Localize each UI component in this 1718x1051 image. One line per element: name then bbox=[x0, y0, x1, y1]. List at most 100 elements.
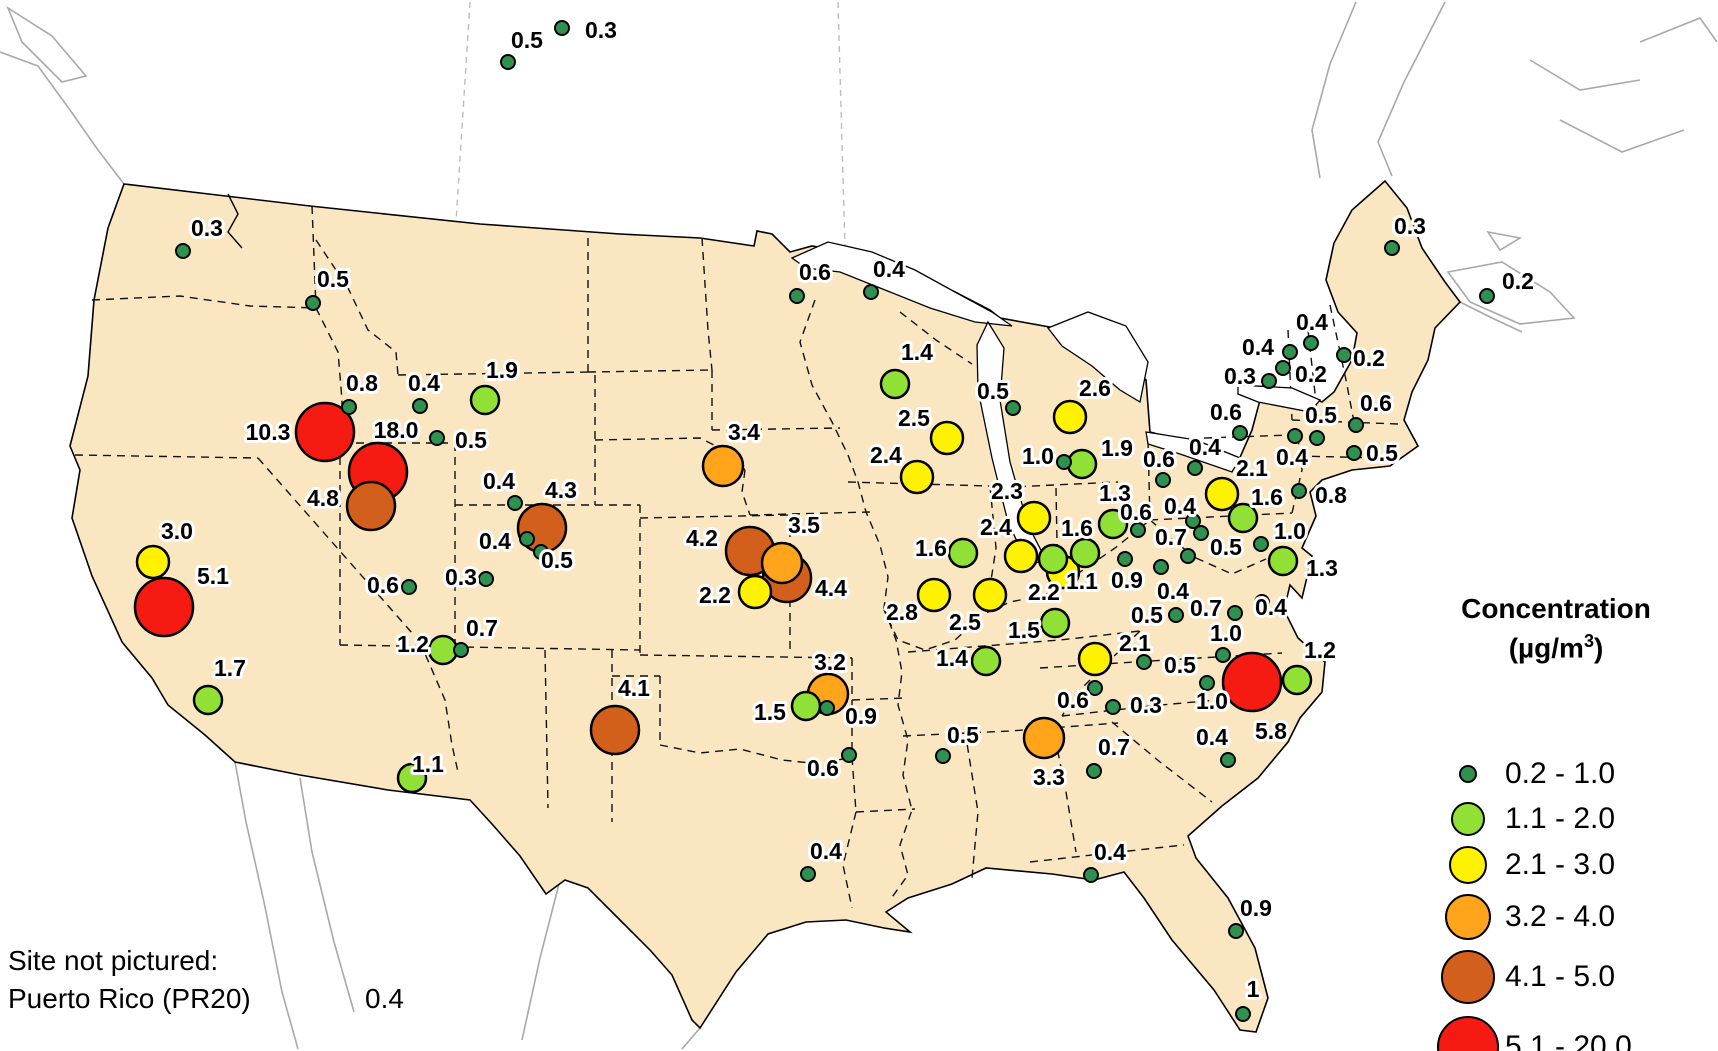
site-marker bbox=[737, 574, 773, 610]
site-value-label: 4.8 bbox=[307, 485, 339, 511]
state-border-line bbox=[315, 239, 399, 376]
site-value-label: 0.4 bbox=[1276, 444, 1308, 470]
site-marker bbox=[1253, 536, 1269, 552]
legend: Concentration (µg/m3) 0.2 - 1.0 1.1 - 2.0… bbox=[1400, 592, 1712, 1051]
site-value-label: 0.3 bbox=[1224, 363, 1256, 389]
state-border-line bbox=[1329, 304, 1355, 423]
site-marker bbox=[429, 430, 445, 446]
site-value-label: 3.2 bbox=[814, 649, 846, 675]
site-value-label: 2.4 bbox=[870, 442, 902, 468]
state-border-line bbox=[741, 469, 751, 516]
site-marker bbox=[1130, 522, 1146, 538]
site-marker bbox=[1087, 680, 1103, 696]
site-marker bbox=[1016, 500, 1052, 536]
site-marker bbox=[1136, 654, 1152, 670]
site-value-label: 0.9 bbox=[845, 703, 877, 729]
site-marker bbox=[1153, 559, 1169, 575]
site-marker bbox=[1384, 240, 1400, 256]
site-marker bbox=[1005, 400, 1021, 416]
state-border-line bbox=[987, 485, 997, 601]
site-value-label: 1.4 bbox=[936, 645, 968, 671]
site-value-label: 2.2 bbox=[1028, 579, 1060, 605]
site-value-label: 0.3 bbox=[191, 215, 223, 241]
site-marker bbox=[554, 20, 570, 36]
site-value-label: 0.7 bbox=[1098, 734, 1130, 760]
site-value-label: 1.7 bbox=[214, 655, 246, 681]
site-marker bbox=[863, 284, 879, 300]
site-value-label: 0.6 bbox=[799, 259, 831, 285]
site-marker bbox=[841, 747, 857, 763]
site-value-label: 0.7 bbox=[466, 615, 498, 641]
state-border-line bbox=[1291, 437, 1303, 514]
site-value-label: 0.6 bbox=[1057, 687, 1089, 713]
site-value-label: 0.7 bbox=[1190, 595, 1222, 621]
site-value-label: 1.6 bbox=[915, 535, 947, 561]
site-marker bbox=[701, 444, 745, 488]
site-value-label: 1.9 bbox=[1101, 435, 1133, 461]
site-value-label: 0.2 bbox=[1502, 268, 1534, 294]
state-border-line bbox=[711, 427, 841, 431]
site-marker bbox=[1275, 360, 1291, 376]
site-value-label: 0.5 bbox=[541, 547, 573, 573]
site-marker bbox=[427, 634, 459, 666]
site-marker bbox=[1281, 664, 1313, 696]
site-value-label: 2.2 bbox=[699, 582, 731, 608]
state-border-line bbox=[587, 369, 713, 373]
site-marker bbox=[1232, 425, 1248, 441]
site-value-label: 0.4 bbox=[1242, 334, 1274, 360]
site-marker bbox=[1235, 1006, 1251, 1022]
site-marker bbox=[1105, 699, 1121, 715]
site-marker bbox=[916, 577, 952, 613]
site-marker bbox=[935, 748, 951, 764]
site-value-label: 1.4 bbox=[901, 339, 933, 365]
site-value-label: 18.0 bbox=[374, 417, 419, 443]
site-value-label: 4.3 bbox=[545, 477, 577, 503]
site-marker bbox=[1227, 605, 1243, 621]
state-border-line bbox=[544, 649, 549, 809]
site-marker bbox=[519, 531, 535, 547]
state-border-line bbox=[1061, 630, 1141, 717]
site-value-label: 2.3 bbox=[991, 478, 1023, 504]
site-value-label: 1.0 bbox=[1196, 688, 1228, 714]
site-value-label: 0.5 bbox=[1210, 534, 1242, 560]
site-value-label: 0.5 bbox=[1366, 440, 1398, 466]
site-marker bbox=[341, 399, 357, 415]
site-marker bbox=[899, 459, 935, 495]
site-value-label: 0.5 bbox=[1131, 602, 1163, 628]
us-landmass bbox=[69, 179, 1462, 1033]
footnote-line1: Site not pictured: bbox=[8, 945, 219, 976]
site-labels-layer: 0.5 0.30.30.50.8 0.410.3 18.04.80.51.93.05.… bbox=[158, 14, 1537, 1005]
site-marker bbox=[175, 243, 191, 259]
state-border-line bbox=[847, 454, 889, 609]
state-border-line bbox=[799, 299, 849, 456]
site-marker bbox=[1180, 548, 1196, 564]
site-value-label: 2.4 bbox=[980, 514, 1012, 540]
state-border-line bbox=[397, 371, 591, 376]
site-marker bbox=[1066, 448, 1098, 480]
state-borders bbox=[74, 205, 1399, 909]
site-marker bbox=[507, 495, 523, 511]
site-marker bbox=[192, 684, 224, 716]
legend-rows: 0.2 - 1.0 1.1 - 2.0 2.1 - 3.0 3.2 - 4.0 4.1 … bbox=[1400, 664, 1712, 1051]
footnote: Site not pictured: Puerto Rico (PR20) 0.… bbox=[8, 942, 508, 1018]
site-marker bbox=[947, 537, 979, 569]
site-marker bbox=[396, 762, 428, 794]
legend-title: Concentration (µg/m3) bbox=[1461, 593, 1651, 664]
site-marker bbox=[305, 295, 321, 311]
site-marker bbox=[1056, 454, 1072, 470]
site-marker bbox=[1052, 399, 1088, 435]
state-border-line bbox=[91, 295, 319, 309]
state-border-line bbox=[639, 514, 791, 519]
site-value-label: 0.6 bbox=[1120, 499, 1152, 525]
site-marker bbox=[1479, 288, 1495, 304]
site-value-label: 0.4 bbox=[408, 370, 440, 396]
site-value-label: 1.0 bbox=[1022, 443, 1054, 469]
site-value-label: 0.8 bbox=[346, 370, 378, 396]
site-marker bbox=[1282, 344, 1298, 360]
site-marker bbox=[789, 288, 805, 304]
state-border-line bbox=[1297, 455, 1383, 459]
site-marker bbox=[412, 398, 428, 414]
site-value-label: 0.4 bbox=[810, 838, 842, 864]
site-value-label: 1.0 bbox=[1210, 620, 1242, 646]
